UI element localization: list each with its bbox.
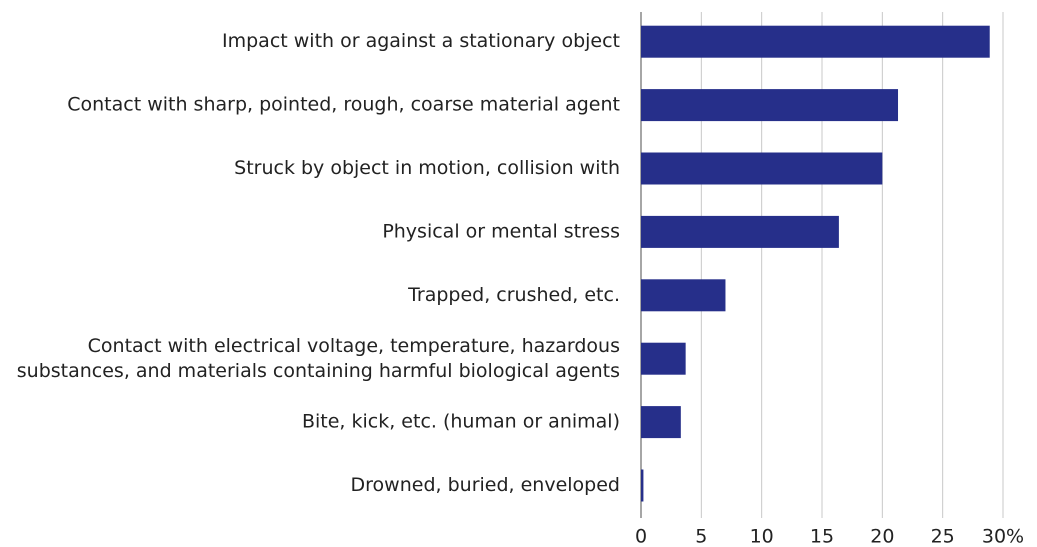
category-label: Drowned, buried, enveloped — [351, 474, 620, 496]
bar — [641, 469, 644, 502]
bar — [641, 25, 990, 58]
x-tick-label: 25 — [931, 526, 955, 547]
category-label: Physical or mental stress — [382, 220, 620, 242]
x-tick-label: 0 — [635, 526, 647, 547]
category-label: Contact with electrical voltage, tempera… — [17, 335, 620, 382]
x-tick-label: 15 — [810, 526, 834, 547]
bar — [641, 342, 686, 375]
x-tick-label: 20 — [870, 526, 894, 547]
category-label: Trapped, crushed, etc. — [407, 284, 620, 306]
bar — [641, 406, 681, 439]
category-label: Struck by object in motion, collision wi… — [234, 157, 620, 179]
category-label: Bite, kick, etc. (human or animal) — [302, 411, 620, 433]
bar — [641, 279, 726, 312]
x-tick-label: 10 — [750, 526, 774, 547]
x-tick-label: 5 — [695, 526, 707, 547]
bar — [641, 89, 899, 122]
x-tick-label: 30% — [982, 526, 1024, 547]
bar — [641, 152, 883, 185]
category-label: Impact with or against a stationary obje… — [222, 30, 620, 52]
category-label: Contact with sharp, pointed, rough, coar… — [67, 94, 620, 116]
bar — [641, 215, 839, 248]
